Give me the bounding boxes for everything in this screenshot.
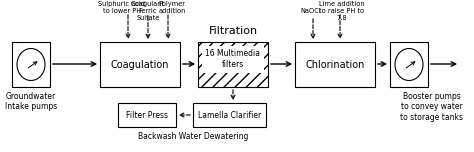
Text: Chlorination: Chlorination [305,59,365,69]
Text: Filter Press: Filter Press [126,111,168,119]
Bar [295,42,375,87]
Text: Sulphuric acid
to lower PH: Sulphuric acid to lower PH [99,1,146,14]
Text: Booster pumps
to convey water
to storage tanks: Booster pumps to convey water to storage… [401,92,464,122]
Text: Backwash Water Dewatering: Backwash Water Dewatering [138,132,248,141]
Ellipse shape [17,48,45,81]
Bar [100,42,180,87]
Text: Filtration: Filtration [209,26,257,36]
Bar [193,103,266,127]
Text: Lime addition
to raise PH to
7.8: Lime addition to raise PH to 7.8 [319,1,365,21]
Bar [390,42,428,87]
Text: Coagulant
Ferric
Sulfate: Coagulant Ferric Sulfate [131,1,165,21]
Text: Polymer
addition: Polymer addition [158,1,186,14]
Bar [198,42,268,87]
Text: 16 Multimedia
filters: 16 Multimedia filters [206,49,261,69]
Text: Coagulation: Coagulation [111,59,169,69]
Text: Lamella Clarifier: Lamella Clarifier [198,111,261,119]
Bar [118,103,176,127]
Text: Groundwater
Intake pumps: Groundwater Intake pumps [5,92,57,111]
Ellipse shape [395,48,423,81]
Bar [12,42,50,87]
Text: NaOCl: NaOCl [301,8,321,14]
